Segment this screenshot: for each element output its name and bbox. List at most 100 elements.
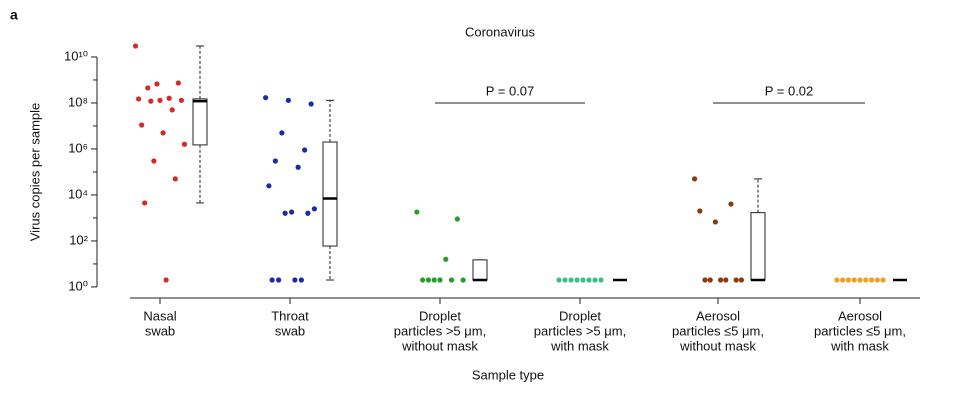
box (192, 98, 208, 146)
y-axis-label: Virus copies per sample (27, 103, 42, 242)
x-tick-label: swab (145, 323, 175, 338)
data-point (586, 277, 592, 283)
y-tick-label: 10⁶ (68, 140, 88, 155)
data-point (157, 97, 163, 103)
data-point (289, 209, 295, 215)
data-point (880, 277, 886, 283)
data-point (738, 277, 745, 283)
x-tick-label: with mask (550, 338, 609, 353)
data-point (263, 95, 269, 101)
data-point (160, 130, 166, 136)
data-point (279, 130, 285, 136)
x-tick-label: Nasal (143, 308, 176, 323)
data-point (562, 277, 568, 283)
data-point (181, 141, 188, 147)
data-point (863, 277, 869, 283)
data-point (460, 277, 466, 283)
y-tick-label: 10¹⁰ (64, 48, 88, 63)
data-point (707, 277, 713, 283)
x-tick-label: particles ≤5 μm, (672, 323, 764, 338)
data-point (692, 176, 698, 182)
data-point (733, 277, 739, 283)
x-tick-label: Droplet (559, 308, 601, 323)
data-point (443, 256, 449, 262)
data-point (718, 277, 724, 283)
data-point (154, 81, 160, 87)
data-point (868, 277, 875, 283)
data-point (295, 164, 301, 170)
data-point (142, 200, 148, 206)
x-tick-label: Aerosol (838, 308, 882, 323)
data-point (178, 97, 185, 103)
data-point (728, 201, 734, 207)
data-point (145, 85, 151, 91)
chart-title: Coronavirus (465, 24, 536, 39)
data-point (437, 277, 443, 283)
data-point (697, 208, 703, 214)
data-point (598, 277, 604, 283)
data-point (266, 183, 272, 189)
data-point (272, 158, 278, 164)
p-value: P = 0.07 (486, 83, 535, 98)
data-point (712, 219, 719, 225)
data-point (276, 277, 282, 283)
data-point (148, 98, 154, 104)
x-tick-label: swab (275, 323, 305, 338)
y-tick-label: 10⁸ (68, 94, 88, 109)
data-point (292, 277, 298, 283)
data-point (163, 277, 169, 283)
data-point (420, 277, 426, 283)
data-point (282, 210, 288, 216)
data-point (139, 122, 145, 128)
data-point (151, 158, 157, 164)
data-point (169, 107, 175, 113)
data-point (425, 277, 432, 283)
data-point (302, 147, 308, 153)
p-value: P = 0.02 (765, 83, 814, 98)
y-tick-label: 10⁰ (68, 278, 88, 293)
data-point (166, 95, 172, 101)
data-point (834, 277, 840, 283)
box (472, 259, 488, 281)
data-point (414, 209, 420, 215)
data-point (851, 277, 857, 283)
data-point (568, 277, 574, 283)
data-point (308, 101, 314, 107)
data-point (305, 210, 311, 216)
data-point (311, 206, 317, 212)
panel-label: a (10, 7, 18, 23)
data-point (840, 277, 846, 283)
data-point (448, 277, 455, 283)
data-point (269, 277, 275, 283)
x-tick-label: Droplet (419, 308, 461, 323)
data-point (845, 277, 852, 283)
x-tick-label: without mask (401, 338, 478, 353)
data-point (172, 176, 178, 182)
x-tick-label: Throat (271, 308, 309, 323)
x-tick-label: particles >5 μm, (534, 323, 626, 338)
x-tick-label: with mask (830, 338, 889, 353)
data-point (298, 277, 304, 283)
data-point (556, 277, 562, 283)
x-axis-label: Sample type (472, 367, 544, 382)
data-point (175, 80, 181, 86)
data-point (723, 277, 729, 283)
x-tick-label: particles ≤5 μm, (814, 323, 906, 338)
x-tick-label: Aerosol (696, 308, 740, 323)
data-point (857, 277, 863, 283)
data-point (874, 277, 880, 283)
data-point (574, 277, 580, 283)
data-point (702, 277, 708, 283)
data-point (431, 277, 437, 283)
x-tick-label: without mask (679, 338, 756, 353)
data-point (135, 96, 142, 102)
box (750, 212, 766, 281)
data-point (454, 216, 460, 222)
data-point (580, 277, 586, 283)
data-point (285, 97, 291, 103)
x-tick-label: particles >5 μm, (394, 323, 486, 338)
y-tick-label: 10⁴ (68, 186, 88, 201)
box (322, 141, 338, 247)
y-tick-label: 10² (69, 232, 88, 247)
